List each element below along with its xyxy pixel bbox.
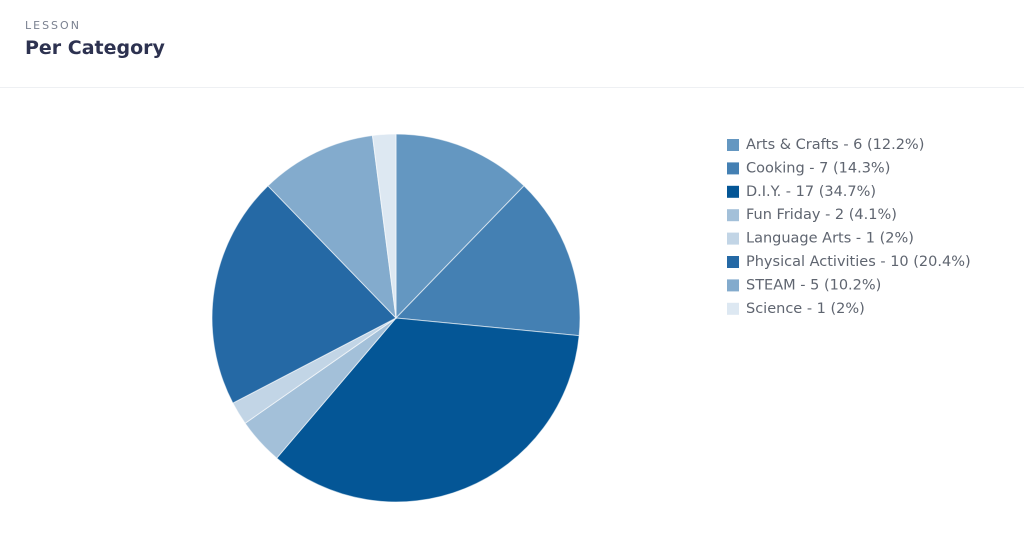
legend-label: Arts & Crafts - 6 (12.2%) xyxy=(746,137,924,153)
legend-swatch xyxy=(727,209,739,222)
card-title: Per Category xyxy=(25,37,165,59)
legend-label: STEAM - 5 (10.2%) xyxy=(746,277,881,293)
legend-swatch xyxy=(727,185,739,198)
separator xyxy=(0,87,1024,88)
legend-label: Physical Activities - 10 (20.4%) xyxy=(746,254,971,270)
legend-swatch xyxy=(727,302,739,315)
legend-label: Cooking - 7 (14.3%) xyxy=(746,160,890,176)
pie-slice xyxy=(394,185,581,337)
legend-label: Fun Friday - 2 (4.1%) xyxy=(746,207,897,223)
pie-slice xyxy=(211,185,397,404)
pie-slice xyxy=(395,133,525,320)
legend-label: D.I.Y. - 17 (34.7%) xyxy=(746,184,876,200)
pie-slice xyxy=(371,133,397,319)
pie-slice xyxy=(267,134,397,320)
legend-swatch xyxy=(727,139,739,151)
legend-swatch xyxy=(727,256,739,268)
legend-swatch xyxy=(727,232,739,245)
legend-swatch xyxy=(727,279,739,292)
legend-label: Language Arts - 1 (2%) xyxy=(746,231,914,247)
legend-label: Science - 1 (2%) xyxy=(746,301,865,317)
card-eyebrow: LESSON xyxy=(25,19,81,32)
pie-slice xyxy=(276,317,580,503)
legend-swatch xyxy=(727,162,739,175)
